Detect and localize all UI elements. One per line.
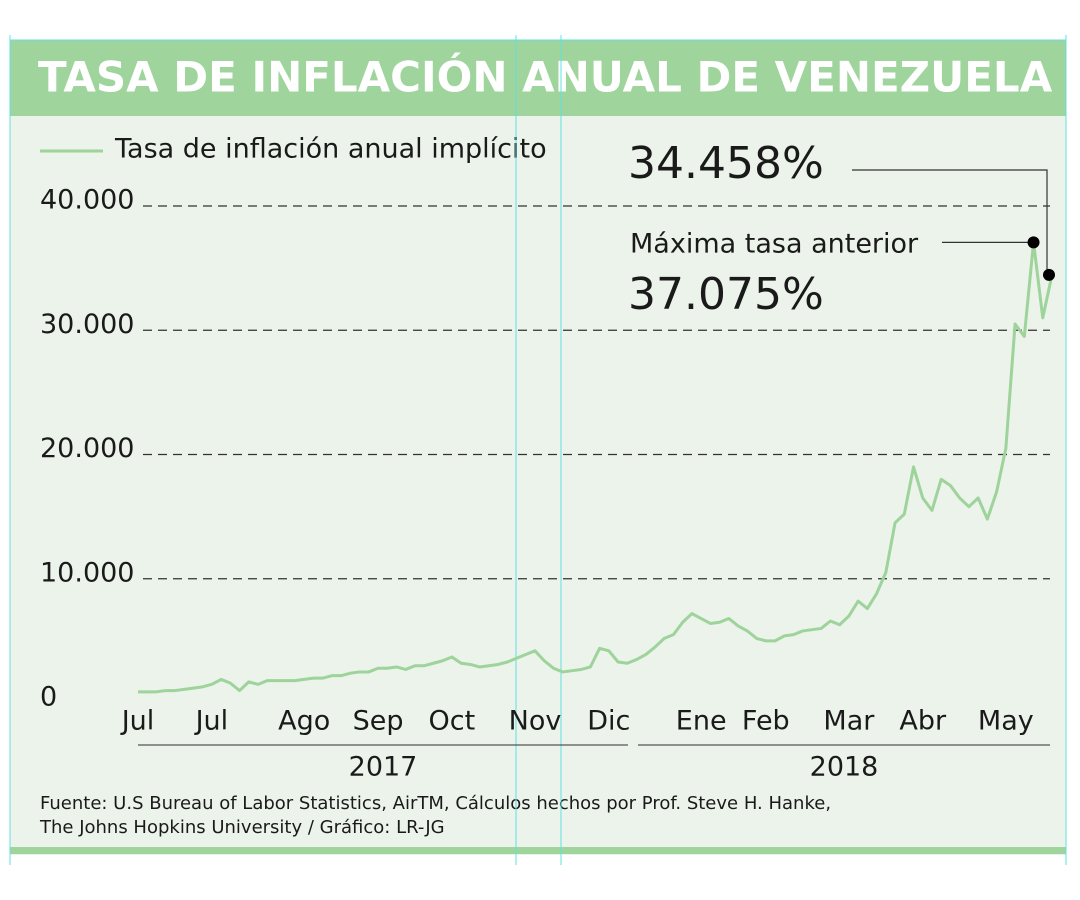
x-tick-label: May (978, 706, 1034, 737)
panel (10, 40, 1066, 855)
y-tick-label: 10.000 (40, 557, 134, 588)
series-line (138, 240, 1054, 694)
x-tick-label: Sep (353, 706, 404, 737)
chart-title: TASA DE INFLACIÓN ANUAL DE VENEZUELA (38, 52, 1053, 102)
guide-lines (9, 35, 1067, 865)
annotation-dot (1043, 268, 1055, 281)
legend-label: Tasa de inflación anual implícito (114, 134, 547, 165)
y-tick-label: 30.000 (40, 309, 134, 340)
x-tick-label: Dic (587, 706, 630, 737)
header-band (10, 40, 1066, 116)
y-tick-label: 0 (40, 682, 57, 713)
annotation-dot (1027, 236, 1040, 249)
source-note: Fuente: U.S Bureau of Labor Statistics, … (40, 793, 831, 814)
x-tick-label: Ago (278, 706, 330, 737)
annotation-label: Máxima tasa anterior (630, 229, 919, 260)
x-tick-label: Jul (194, 706, 229, 737)
source-note: The Johns Hopkins University / Gráfico: … (39, 817, 445, 838)
y-tick-label: 40.000 (40, 185, 134, 216)
footer-band (10, 847, 1066, 854)
x-tick-label: Jul (120, 706, 155, 737)
y-tick-label: 20.000 (40, 433, 134, 464)
x-tick-label: Ene (676, 706, 727, 737)
annotation-value: 37.075% (628, 269, 824, 320)
x-tick-label: Oct (429, 706, 476, 737)
year-label: 2017 (349, 752, 418, 783)
annotation-value: 34.458% (628, 138, 824, 189)
year-label: 2018 (810, 752, 879, 783)
x-tick-label: Abr (899, 706, 947, 737)
x-tick-label: Feb (742, 706, 790, 737)
annotation-leader (852, 169, 1048, 275)
x-tick-label: Mar (823, 706, 875, 737)
x-tick-label: Nov (509, 706, 562, 737)
